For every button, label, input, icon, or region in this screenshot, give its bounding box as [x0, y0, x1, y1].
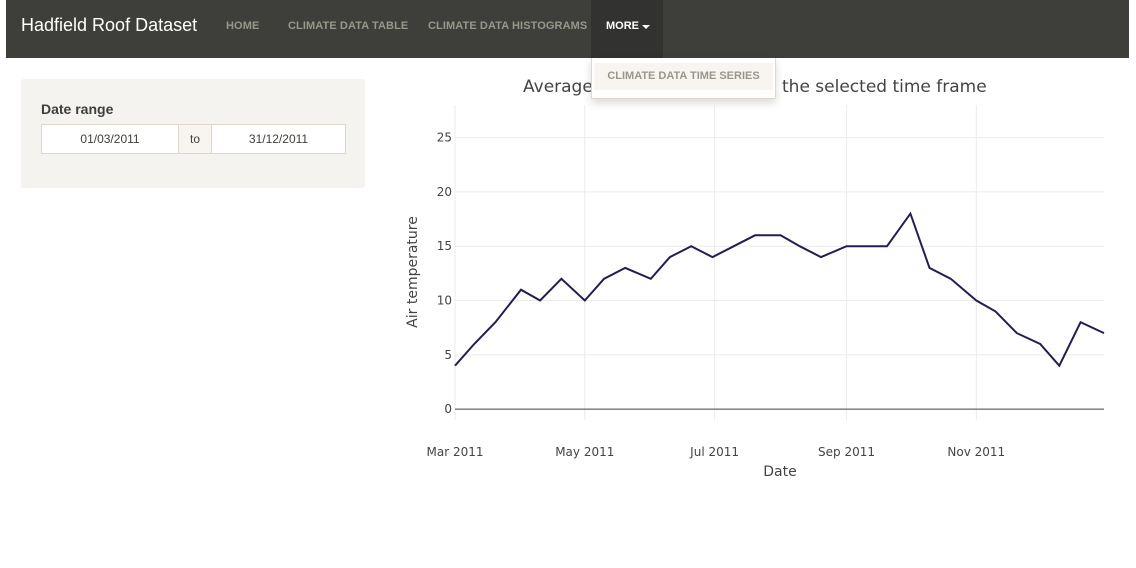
more-dropdown: CLIMATE DATA TIME SERIES — [591, 58, 776, 99]
navbar: Hadfield Roof Dataset HOME CLIMATE DATA … — [6, 0, 1129, 58]
y-axis-label: Air temperature — [405, 216, 421, 328]
x-tick-labels: Mar 2011 May 2011 Jul 2011 Sep 2011 Nov 2011 — [427, 445, 1006, 459]
nav-home[interactable]: HOME — [226, 20, 260, 32]
nav-more-menu[interactable]: MORE — [591, 0, 663, 58]
series-line — [454, 211, 1105, 368]
y-tick-label: 5 — [444, 348, 452, 362]
chart-title-right: the selected time frame — [782, 77, 987, 97]
caret-down-icon — [642, 25, 650, 29]
time-series-chart[interactable]: 0 5 10 15 20 25 Mar 2011 May 2011 Jul 2011 Sep 2… — [395, 70, 1115, 490]
start-date-input[interactable]: 01/03/2011 — [41, 124, 179, 154]
y-tick-label: 0 — [444, 402, 452, 416]
y-tick-labels: 0 5 10 15 20 25 — [437, 131, 452, 417]
dropdown-item-climate-data-time-series[interactable]: CLIMATE DATA TIME SERIES — [594, 63, 773, 90]
date-range-label: Date range — [41, 101, 114, 117]
chart-title-left: Average — [523, 77, 593, 97]
sidebar-panel: Date range 01/03/2011 to 31/12/2011 — [21, 79, 365, 188]
x-tick-label: Sep 2011 — [818, 445, 875, 459]
x-tick-label: Jul 2011 — [689, 445, 739, 459]
x-tick-label: Nov 2011 — [947, 445, 1005, 459]
x-tick-label: May 2011 — [555, 445, 614, 459]
x-tick-label: Mar 2011 — [427, 445, 484, 459]
date-separator: to — [179, 124, 211, 154]
end-date-input[interactable]: 31/12/2011 — [211, 124, 346, 154]
y-tick-label: 25 — [437, 131, 452, 145]
y-tick-label: 15 — [437, 239, 452, 253]
nav-more-label[interactable]: MORE — [606, 20, 639, 32]
nav-climate-data-table[interactable]: CLIMATE DATA TABLE — [288, 20, 409, 32]
y-tick-label: 20 — [437, 185, 452, 199]
chart-grid — [454, 105, 1104, 420]
y-tick-label: 10 — [437, 294, 452, 308]
nav-climate-data-histograms[interactable]: CLIMATE DATA HISTOGRAMS — [428, 20, 588, 32]
brand-title[interactable]: Hadfield Roof Dataset — [21, 15, 198, 35]
x-axis-label: Date — [763, 464, 796, 480]
chart-svg[interactable]: 0 5 10 15 20 25 Mar 2011 May 2011 Jul 2011 Sep 2… — [395, 70, 1115, 490]
